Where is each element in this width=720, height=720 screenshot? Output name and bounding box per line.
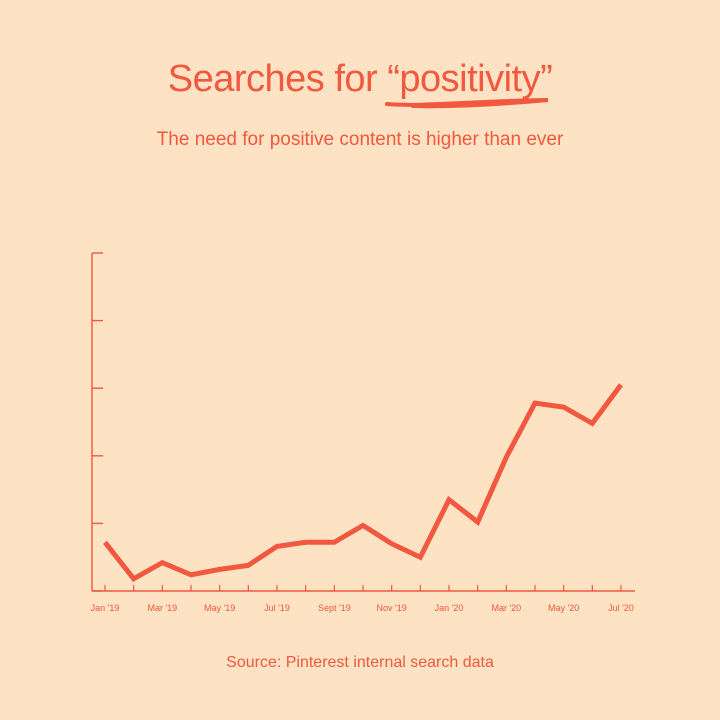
source-note: Source: Pinterest internal search data	[226, 654, 494, 671]
x-tick-label: May '19	[204, 603, 235, 613]
x-tick-label: Sept '19	[318, 603, 351, 613]
title-highlight-text: “positivity”	[387, 58, 553, 100]
series-line	[103, 383, 624, 583]
chart-subtitle: The need for positive content is higher …	[156, 129, 564, 150]
highlight-underline-icon	[385, 98, 549, 109]
x-tick-label: Jul '19	[264, 603, 290, 613]
x-tick-label: Jan '19	[91, 603, 120, 613]
title-prefix: Searches for	[167, 58, 388, 100]
chart-title: Searches for “positivity”	[0, 58, 720, 109]
x-tick-label: Jan '20	[435, 603, 464, 613]
x-tick-label: May '20	[548, 603, 579, 613]
chart-x-ticks: Jan '19 Mar '19 May '19 Jul '19 Sept '19 Nov …	[91, 585, 634, 613]
x-tick-label: Nov '19	[377, 603, 407, 613]
title-highlight: “positivity”	[385, 58, 553, 109]
chart-lines	[103, 383, 624, 583]
x-tick-label: Mar '20	[491, 603, 521, 613]
chart-axes	[91, 252, 635, 592]
x-tick-label: Jul '20	[608, 603, 634, 613]
x-tick-label: Mar '19	[147, 603, 177, 613]
